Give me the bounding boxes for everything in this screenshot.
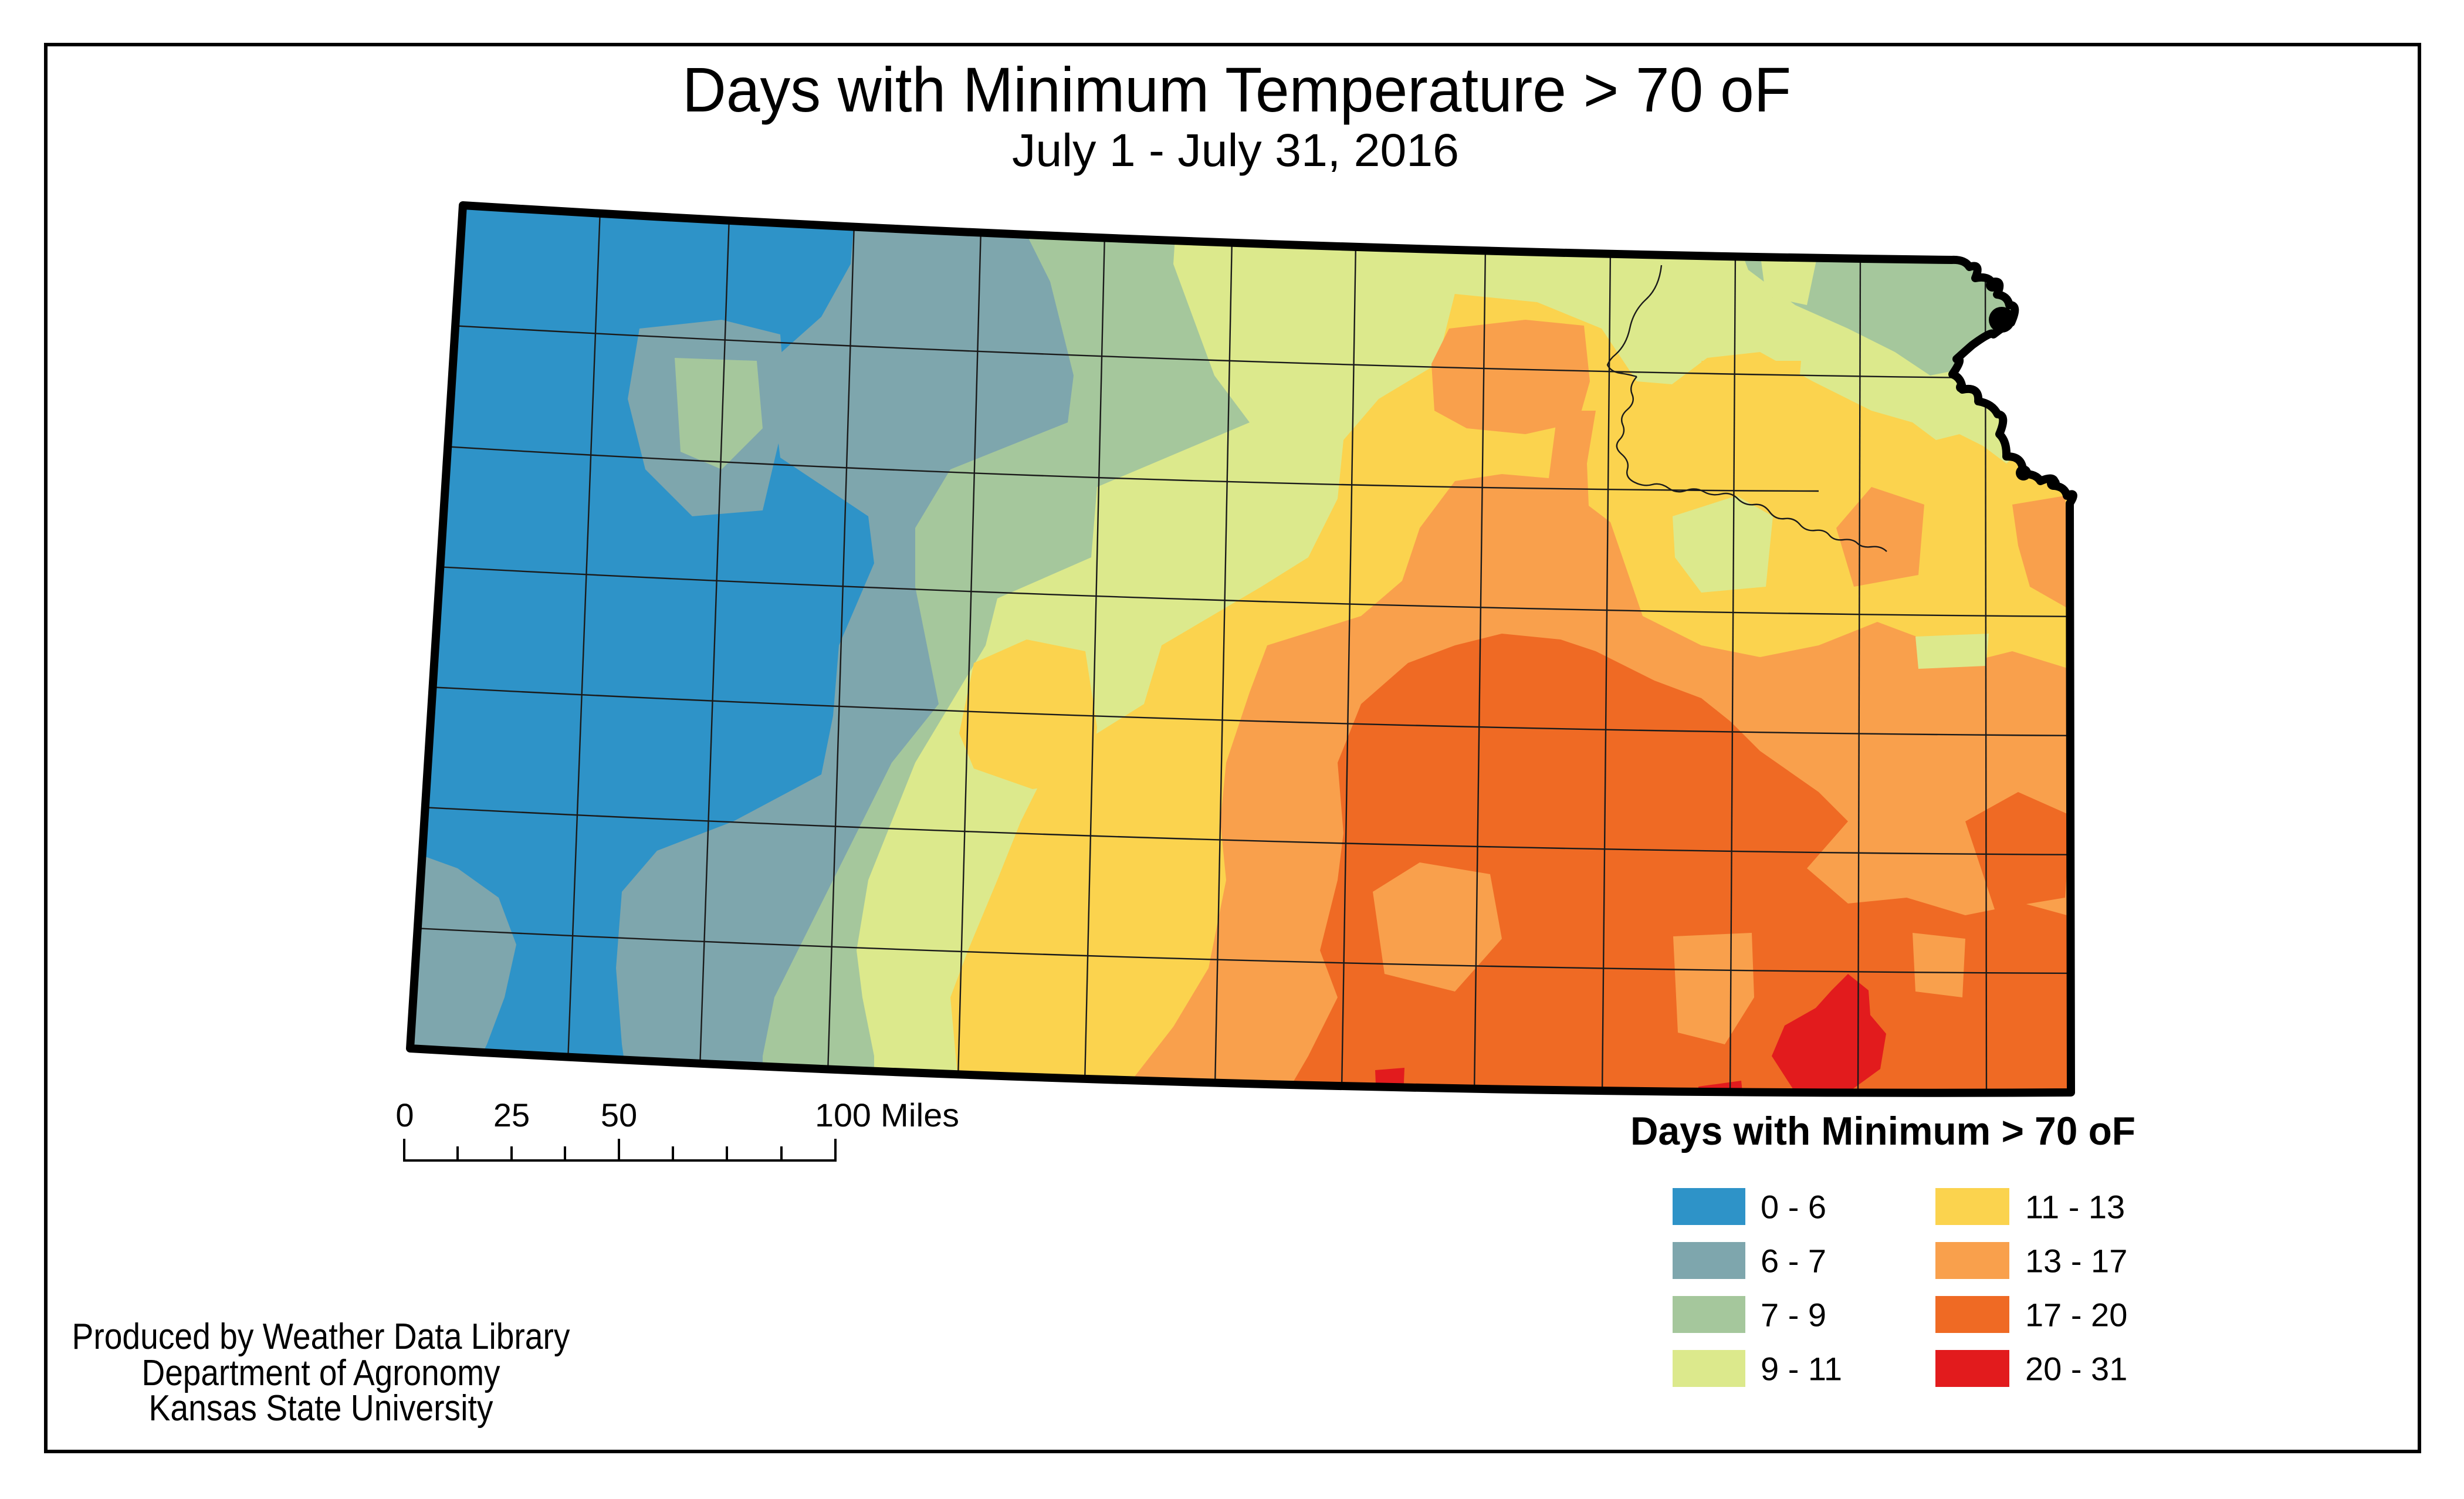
svg-text:20 - 31: 20 - 31	[2025, 1351, 2127, 1388]
svg-text:Department of Agronomy: Department of Agronomy	[142, 1353, 500, 1393]
svg-text:7 - 9: 7 - 9	[1761, 1297, 1826, 1334]
svg-text:0 - 6: 0 - 6	[1761, 1189, 1826, 1226]
svg-text:13 - 17: 13 - 17	[2025, 1243, 2127, 1280]
svg-text:0: 0	[395, 1097, 414, 1133]
svg-text:Days with Minimum Temperature: Days with Minimum Temperature > 70 oF	[682, 54, 1791, 125]
svg-text:25: 25	[493, 1097, 530, 1133]
svg-text:11 - 13: 11 - 13	[2025, 1189, 2125, 1226]
svg-text:50: 50	[601, 1097, 637, 1133]
svg-text:Kansas State University: Kansas State University	[149, 1388, 493, 1429]
svg-text:July 1 - July 31, 2016: July 1 - July 31, 2016	[1012, 124, 1459, 176]
svg-text:Days with Minimum > 70 oF: Days with Minimum > 70 oF	[1630, 1109, 2135, 1153]
svg-text:6 - 7: 6 - 7	[1761, 1243, 1826, 1280]
svg-text:17 - 20: 17 - 20	[2025, 1297, 2127, 1334]
svg-text:Produced by Weather Data Libra: Produced by Weather Data Library	[72, 1317, 570, 1357]
svg-text:100 Miles: 100 Miles	[815, 1097, 959, 1133]
svg-text:9 - 11: 9 - 11	[1761, 1351, 1842, 1388]
